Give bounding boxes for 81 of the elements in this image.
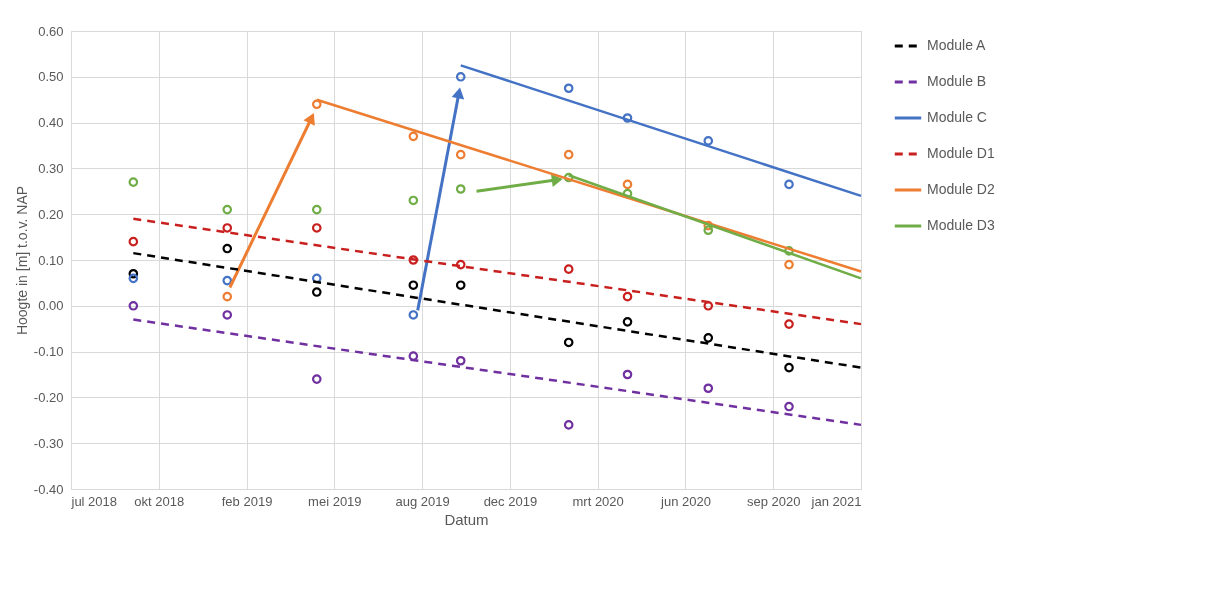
point [622,179,633,190]
point [703,333,714,343]
point [784,362,794,373]
point [222,204,233,215]
y-tick-label: -0.30 [33,435,64,451]
x-tick-label: jan 2021 [810,493,862,509]
point [311,99,322,110]
legend-label: Module D3 [927,217,995,233]
point [222,243,233,254]
point [563,264,574,274]
point [703,301,714,311]
point [784,246,794,256]
x-tick-label: aug 2019 [395,493,450,509]
x-tick-label: mrt 2020 [572,493,624,509]
point [128,268,139,279]
point [563,172,574,183]
y-tick-label: -0.20 [33,389,64,405]
point [455,184,466,194]
legend-label: Module D2 [927,181,995,197]
legend-label: Module C [927,109,987,125]
point [128,236,139,247]
x-tick-label: dec 2019 [483,493,538,509]
point [455,355,466,366]
point [563,83,574,94]
y-axis-title: Hoogte in [m] t.o.v. NAP [13,185,30,336]
point [703,225,714,236]
point [408,351,419,361]
x-tick-label: mei 2019 [308,493,362,509]
point [222,310,233,320]
point [455,72,466,82]
point [622,113,633,123]
x-tick-label: sep 2020 [746,493,801,509]
point [128,273,139,284]
point [563,337,574,348]
point [622,369,633,380]
point [128,177,139,187]
point [622,188,633,199]
point [622,291,633,302]
point [311,204,322,215]
point [222,275,233,286]
point [563,149,574,160]
point [455,259,466,270]
y-tick-label: -0.10 [33,344,64,360]
point [563,420,574,430]
x-tick-label: jul 2018 [70,493,118,509]
y-tick-label: 0.60 [38,23,64,39]
point [622,317,633,327]
point [408,131,419,142]
point [408,255,419,265]
y-tick-label: 0.50 [38,69,64,85]
x-tick-label: jun 2020 [660,493,711,509]
point [408,310,419,320]
point [311,374,322,384]
y-tick-label: 0.20 [38,206,64,222]
x-axis-title: Datum [444,510,489,528]
y-tick-label: -0.40 [33,481,64,497]
point [222,291,233,302]
point [703,136,714,146]
point [222,223,233,233]
point [311,287,322,297]
point [311,223,322,233]
point [128,301,139,311]
point [703,383,714,394]
point [455,149,466,160]
point [408,280,419,290]
legend-label: Module B [927,73,987,89]
y-tick-label: 0.10 [38,252,64,268]
point [784,401,794,412]
point [784,259,794,270]
point [784,319,794,329]
point [784,179,794,190]
point [408,195,419,206]
y-tick-label: 0.00 [38,298,64,314]
legend-label: Module D1 [927,145,995,161]
x-tick-label: feb 2019 [221,493,273,509]
point [311,273,322,284]
y-tick-label: 0.30 [38,160,64,176]
point [455,280,466,290]
y-tick-label: 0.40 [38,115,64,131]
x-tick-label: okt 2018 [134,493,185,509]
legend-label: Module A [927,37,987,53]
